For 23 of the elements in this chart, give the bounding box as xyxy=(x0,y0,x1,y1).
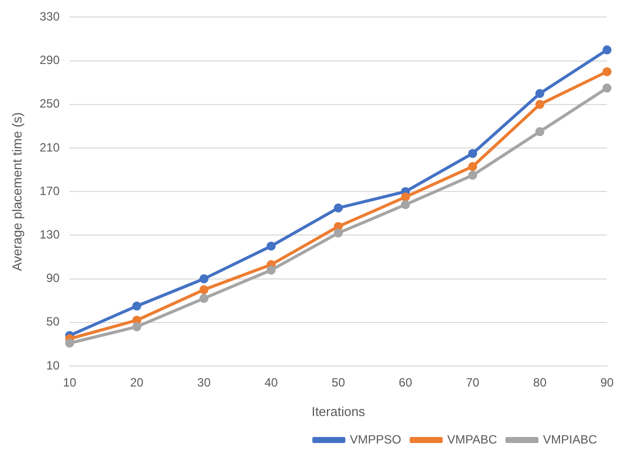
x-tick-label: 70 xyxy=(466,376,480,390)
x-tick-label: 60 xyxy=(398,376,412,390)
x-tick-label: 90 xyxy=(600,376,614,390)
y-tick-label: 250 xyxy=(40,96,60,111)
y-tick-label: 330 xyxy=(40,10,60,24)
x-tick-label: 50 xyxy=(332,376,346,390)
y-tick-label: 50 xyxy=(46,314,60,329)
x-tick-label: 40 xyxy=(264,376,278,390)
y-axis-title: Average placement time (s) xyxy=(9,112,24,271)
y-tick-label: 290 xyxy=(40,53,60,68)
y-tick-label: 10 xyxy=(46,358,60,372)
y-tick-label: 170 xyxy=(40,184,60,198)
x-tick-label: 10 xyxy=(62,376,77,390)
x-tick-label: 20 xyxy=(130,376,144,390)
y-tick-label: 90 xyxy=(46,271,60,286)
legend-label: VMPIABC xyxy=(542,432,598,446)
x-tick-label: 30 xyxy=(197,376,211,390)
x-tick-label: 80 xyxy=(533,376,547,390)
y-tick-label: 130 xyxy=(40,228,60,242)
y-tick-label: 210 xyxy=(40,140,60,154)
legend-label: VMPPSO xyxy=(350,432,402,446)
legend-label: VMPABC xyxy=(447,432,498,446)
x-axis-title: Iterations xyxy=(312,404,366,419)
